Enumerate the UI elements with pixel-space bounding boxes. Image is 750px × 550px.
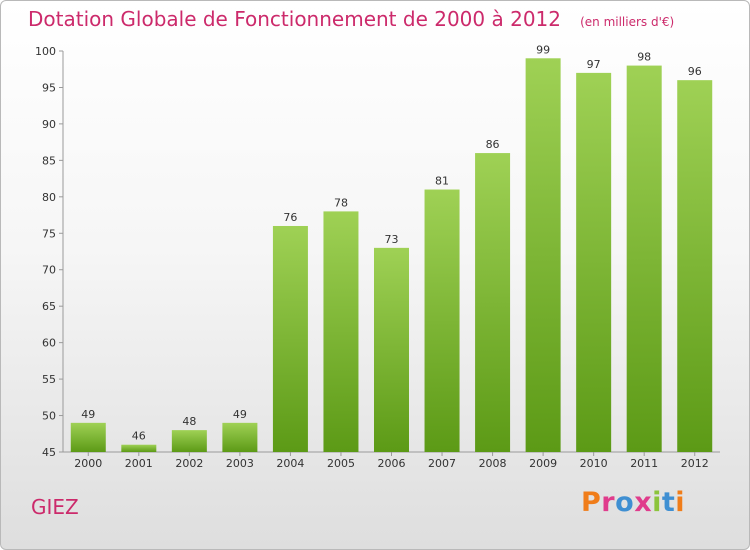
x-tick-label: 2003 (226, 457, 254, 470)
logo-letter: r (601, 487, 616, 518)
bar-value-label: 73 (385, 233, 399, 246)
title-row: Dotation Globale de Fonctionnement de 20… (28, 7, 674, 31)
bar (272, 225, 308, 452)
y-tick-label: 70 (42, 264, 56, 277)
x-tick-label: 2005 (327, 457, 355, 470)
bar (121, 444, 157, 452)
x-tick-label: 2012 (681, 457, 709, 470)
x-tick-label: 2007 (428, 457, 456, 470)
logo-letter: t (661, 487, 676, 518)
logo-letter: o (615, 487, 635, 518)
bar-value-label: 99 (536, 43, 550, 56)
bar (677, 80, 713, 452)
proxiti-logo: Proxiti (581, 487, 685, 518)
bar (475, 153, 511, 452)
commune-name: GIEZ (31, 495, 79, 519)
bar-value-label: 49 (81, 408, 95, 421)
bar-value-label: 78 (334, 196, 348, 209)
bar-value-label: 98 (637, 51, 651, 64)
logo-letter: i (652, 487, 662, 518)
bar (576, 72, 612, 452)
logo-letter: P (581, 487, 602, 518)
bar (374, 247, 409, 452)
x-tick-label: 2006 (378, 457, 406, 470)
y-tick-label: 80 (42, 191, 56, 204)
x-tick-label: 2004 (276, 457, 304, 470)
bar-value-label: 49 (233, 408, 247, 421)
x-tick-label: 2000 (74, 457, 102, 470)
x-tick-label: 2002 (175, 457, 203, 470)
chart-title: Dotation Globale de Fonctionnement de 20… (28, 7, 561, 31)
bar-value-label: 86 (486, 138, 500, 151)
y-tick-label: 60 (42, 337, 56, 350)
y-tick-label: 75 (42, 227, 56, 240)
bar (171, 430, 207, 452)
chart-unit: (en milliers d'€) (580, 15, 675, 29)
bar (525, 58, 561, 453)
bar-value-label: 97 (587, 58, 601, 71)
logo-letter: i (675, 487, 686, 518)
bar (424, 189, 460, 452)
x-tick-label: 2011 (630, 457, 658, 470)
bar-value-label: 81 (435, 175, 449, 188)
bar (70, 422, 106, 452)
bar-chart: 45 50 55 60 65 70 75 80 85 90 95 100 49 2000 46 2001 48 2… (35, 43, 720, 470)
y-tick-label: 85 (42, 154, 56, 167)
y-tick-label: 95 (42, 81, 56, 94)
bar-value-label: 96 (688, 65, 702, 78)
bar (626, 65, 662, 452)
y-tick-label: 100 (35, 45, 56, 58)
x-tick-label: 2009 (529, 457, 557, 470)
y-tick-label: 65 (42, 300, 56, 313)
bar (323, 211, 359, 452)
x-tick-label: 2001 (125, 457, 153, 470)
bar-value-label: 76 (283, 211, 297, 224)
x-tick-label: 2008 (479, 457, 507, 470)
y-tick-label: 90 (42, 118, 56, 131)
x-tick-label: 2010 (580, 457, 608, 470)
bar-value-label: 46 (132, 430, 146, 443)
bar-value-label: 48 (182, 415, 196, 428)
logo-letter: x (634, 487, 653, 518)
y-tick-label: 45 (42, 446, 56, 459)
y-tick-label: 55 (42, 373, 56, 386)
bar (222, 422, 258, 452)
y-tick-label: 50 (42, 410, 56, 423)
